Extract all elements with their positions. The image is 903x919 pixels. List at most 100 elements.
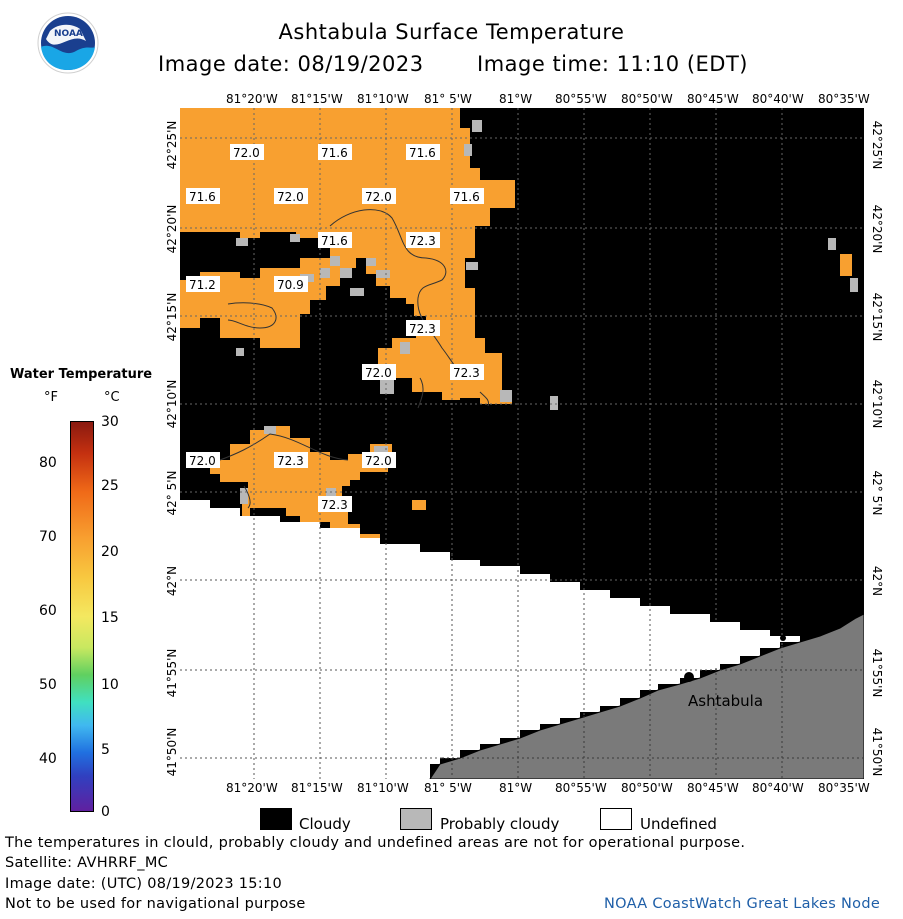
footer-disclaimer: The temperatures in clould, probably clo… (5, 835, 746, 851)
ashtabula-marker-icon (684, 672, 694, 682)
legend-colorbar (70, 421, 94, 812)
lon-label: 80°45'W (687, 781, 739, 795)
legend-unit-f: °F (44, 390, 58, 405)
lon-label: 81°W (499, 92, 533, 106)
lat-label: 42°25'N (165, 120, 179, 170)
water-region-south (210, 426, 392, 544)
lat-label: 42°10'N (870, 379, 884, 429)
lon-label: 81°15'W (291, 781, 343, 795)
lat-label: 41°55'N (870, 648, 884, 698)
lat-label: 42°20'N (870, 204, 884, 254)
lon-label: 80°40'W (752, 92, 804, 106)
harbor-marker-icon (780, 635, 786, 641)
lat-label: 42° 5'N (165, 470, 179, 516)
temperature-label: 71.6 (409, 146, 436, 160)
lat-label: 41°55'N (165, 648, 179, 698)
temperature-label: 72.0 (277, 190, 304, 204)
temperature-label: 71.2 (189, 278, 216, 292)
page-title: Ashtabula Surface Temperature (278, 20, 625, 44)
legend-tick-c: 30 (101, 414, 119, 430)
lon-label: 80°45'W (687, 92, 739, 106)
temperature-label: 71.6 (321, 146, 348, 160)
temperature-labels: 72.0 71.6 71.6 71.6 72.0 72.0 71.6 71.6 … (186, 144, 484, 512)
temperature-label: 72.3 (409, 234, 436, 248)
footer-utc-date: Image date: (UTC) 08/19/2023 15:10 (5, 876, 283, 892)
temperature-label: 71.6 (453, 190, 480, 204)
noaa-logo: NOAA (36, 11, 100, 75)
lon-label: 81°20'W (226, 92, 278, 106)
lon-label: 80°40'W (752, 781, 804, 795)
key-cloudy-label: Cloudy (299, 815, 351, 833)
lat-label: 42°10'N (165, 379, 179, 429)
lon-label: 81°10'W (357, 92, 409, 106)
legend-tick-c: 20 (101, 544, 119, 560)
legend-tick-f: 60 (39, 603, 57, 619)
graticule-over-undefined (180, 508, 710, 779)
lat-label: 42°15'N (870, 292, 884, 342)
graticule-over-land (442, 646, 864, 779)
legend-tick-f: 80 (39, 455, 57, 471)
legend-tick-c: 5 (101, 742, 110, 758)
undefined-area (180, 500, 800, 779)
noaa-logo-icon (37, 12, 99, 74)
temperature-label: 72.0 (233, 146, 260, 160)
land-area (429, 613, 865, 780)
lat-label: 42°25'N (870, 120, 884, 170)
temperature-label: 71.6 (321, 234, 348, 248)
key-probably-cloudy-label: Probably cloudy (440, 815, 560, 833)
temperature-label: 72.3 (409, 322, 436, 336)
temperature-label: 72.3 (321, 498, 348, 512)
temperature-label: 72.0 (189, 454, 216, 468)
legend-tick-f: 40 (39, 751, 57, 767)
image-time-label: Image time: 11:10 (EDT) (477, 52, 748, 76)
temperature-label: 72.3 (453, 366, 480, 380)
legend-unit-c: °C (104, 390, 120, 405)
lon-label: 80°35'W (818, 92, 870, 106)
temperature-map: 72.0 71.6 71.6 71.6 72.0 72.0 71.6 71.6 … (180, 108, 865, 780)
key-cloudy-swatch (260, 808, 292, 830)
legend-tick-c: 0 (101, 804, 110, 820)
legend-tick-c: 25 (101, 478, 119, 494)
lon-label: 80°50'W (621, 92, 673, 106)
temperature-label: 72.0 (365, 366, 392, 380)
temperature-label: 71.6 (189, 190, 216, 204)
lat-label: 41°50'N (870, 727, 884, 777)
lat-label: 42°15'N (165, 292, 179, 342)
footer-navigation-note: Not to be used for navigational purpose (5, 896, 306, 912)
footer-credit: NOAA CoastWatch Great Lakes Node (604, 896, 881, 912)
key-undefined-label: Undefined (640, 815, 717, 833)
isotherm-contours (219, 209, 489, 509)
map-canvas: 72.0 71.6 71.6 71.6 72.0 72.0 71.6 71.6 … (180, 108, 865, 780)
lon-label: 81°W (499, 781, 533, 795)
lat-label: 41°50'N (165, 727, 179, 777)
lon-label: 80°55'W (555, 781, 607, 795)
temperature-label: 72.0 (365, 454, 392, 468)
legend-tick-f: 50 (39, 677, 57, 693)
lon-label: 81° 5'W (424, 781, 472, 795)
lon-label: 80°50'W (621, 781, 673, 795)
lat-label: 42°N (165, 565, 179, 597)
lon-label: 81°15'W (291, 92, 343, 106)
place-label: Ashtabula (688, 692, 763, 710)
lon-label: 80°55'W (555, 92, 607, 106)
lat-label: 42° 5'N (870, 470, 884, 516)
temperature-label: 70.9 (277, 278, 304, 292)
legend-tick-c: 10 (101, 677, 119, 693)
logo-text: NOAA (54, 29, 83, 39)
lat-label: 42°N (870, 565, 884, 597)
water-patch (840, 254, 852, 276)
legend-title: Water Temperature (10, 367, 153, 382)
water-patch (412, 500, 426, 510)
lon-label: 81°10'W (357, 781, 409, 795)
legend-tick-c: 15 (101, 610, 119, 626)
lon-label: 80°35'W (818, 781, 870, 795)
key-undefined-swatch (600, 808, 632, 830)
image-date-label: Image date: 08/19/2023 (158, 52, 424, 76)
key-probably-cloudy-swatch (400, 808, 432, 830)
temperature-label: 72.3 (277, 454, 304, 468)
water-region-mid (220, 302, 300, 348)
lon-label: 81°20'W (226, 781, 278, 795)
legend-tick-f: 70 (39, 529, 57, 545)
lon-label: 81° 5'W (424, 92, 472, 106)
temperature-label: 72.0 (365, 190, 392, 204)
